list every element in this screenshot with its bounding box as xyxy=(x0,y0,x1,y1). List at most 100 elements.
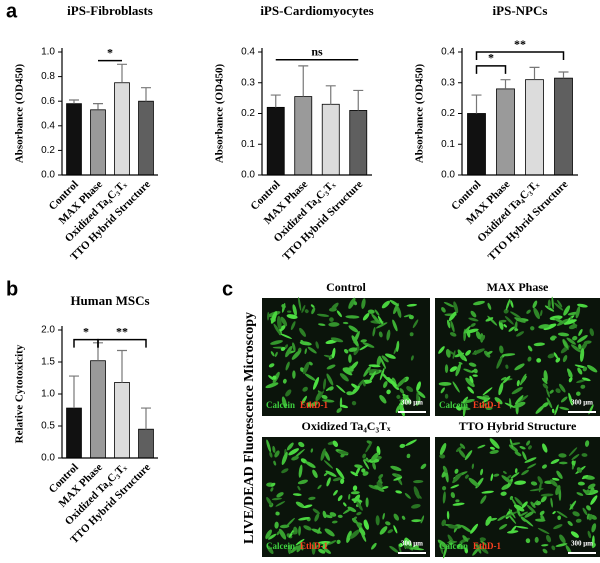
cell xyxy=(542,383,549,389)
cell xyxy=(351,400,357,406)
cell xyxy=(533,307,540,320)
cell xyxy=(455,405,462,411)
cell xyxy=(575,306,581,319)
panel-label: c xyxy=(222,278,233,300)
cell xyxy=(539,510,545,516)
cell xyxy=(557,332,570,337)
cell xyxy=(562,355,568,363)
cell xyxy=(299,327,307,337)
cell xyxy=(353,301,358,306)
cell xyxy=(343,502,347,507)
cell xyxy=(420,463,427,470)
cell xyxy=(558,461,568,465)
cell xyxy=(352,485,358,491)
cell xyxy=(452,502,465,506)
error-bar xyxy=(500,79,511,89)
cell xyxy=(393,525,398,534)
cell xyxy=(266,497,272,506)
cell xyxy=(362,471,369,476)
cell xyxy=(396,377,407,388)
cell xyxy=(317,484,322,490)
scale-label: 300 μm xyxy=(401,540,423,548)
cell xyxy=(346,530,352,543)
bar xyxy=(90,360,106,459)
cell xyxy=(479,537,486,542)
cell xyxy=(401,515,406,520)
cell xyxy=(378,474,384,479)
bar xyxy=(66,407,82,459)
cell xyxy=(534,518,546,522)
cell xyxy=(270,482,276,487)
cell xyxy=(322,399,335,403)
error-bar xyxy=(141,87,151,102)
cell xyxy=(315,341,319,349)
cell xyxy=(580,384,586,389)
cell xyxy=(557,515,562,521)
cell xyxy=(270,340,283,345)
cell xyxy=(590,487,595,493)
cell xyxy=(405,537,413,547)
cell xyxy=(455,499,460,503)
cell xyxy=(326,477,331,487)
cell xyxy=(530,481,538,486)
cell xyxy=(399,402,404,412)
cell xyxy=(582,507,588,516)
cell xyxy=(524,457,537,463)
cell xyxy=(336,310,342,318)
cell xyxy=(340,453,345,458)
cell xyxy=(463,368,473,373)
cell xyxy=(575,518,582,523)
cell xyxy=(282,378,287,384)
cell xyxy=(266,545,274,554)
significance-bracket xyxy=(475,51,565,60)
cell xyxy=(470,310,477,318)
cell xyxy=(298,441,305,448)
cell xyxy=(515,525,529,529)
cell xyxy=(308,361,313,366)
cell xyxy=(447,525,458,529)
cell xyxy=(572,335,578,341)
stain-label: Calcein xyxy=(439,541,468,551)
cell xyxy=(555,543,568,547)
cell xyxy=(442,465,448,474)
cell xyxy=(343,348,349,354)
cell xyxy=(304,309,309,314)
y-tick-label: 0.0 xyxy=(241,170,255,181)
cell xyxy=(481,490,494,494)
cell xyxy=(554,302,564,311)
cell xyxy=(516,331,525,337)
cell xyxy=(464,547,469,554)
cell xyxy=(342,368,353,376)
cell xyxy=(498,320,504,330)
stain-label: Calcein xyxy=(439,400,468,410)
cell xyxy=(301,304,306,314)
cell xyxy=(287,544,292,555)
cell xyxy=(567,520,573,526)
cell xyxy=(458,449,466,458)
cell xyxy=(519,445,526,450)
significance-label: ** xyxy=(116,324,128,338)
cell xyxy=(558,383,566,393)
cell xyxy=(468,317,479,322)
cell xyxy=(362,381,366,387)
cell xyxy=(416,381,421,392)
cell xyxy=(301,395,307,405)
chart-title: iPS-Fibroblasts xyxy=(67,3,153,18)
cell xyxy=(486,350,493,355)
cell xyxy=(390,465,402,472)
cell xyxy=(298,525,301,536)
cell xyxy=(399,388,405,394)
cell xyxy=(458,361,463,365)
cell xyxy=(554,317,564,324)
cell xyxy=(480,540,487,545)
y-tick-label: 0.5 xyxy=(41,421,55,432)
cell xyxy=(504,315,514,325)
cell xyxy=(442,491,446,504)
cell xyxy=(576,492,584,496)
cell xyxy=(446,319,451,329)
cell xyxy=(454,352,465,358)
cell xyxy=(549,389,554,394)
y-tick-label: 0.1 xyxy=(241,139,255,150)
cell xyxy=(353,331,360,344)
error-bar xyxy=(69,99,79,104)
